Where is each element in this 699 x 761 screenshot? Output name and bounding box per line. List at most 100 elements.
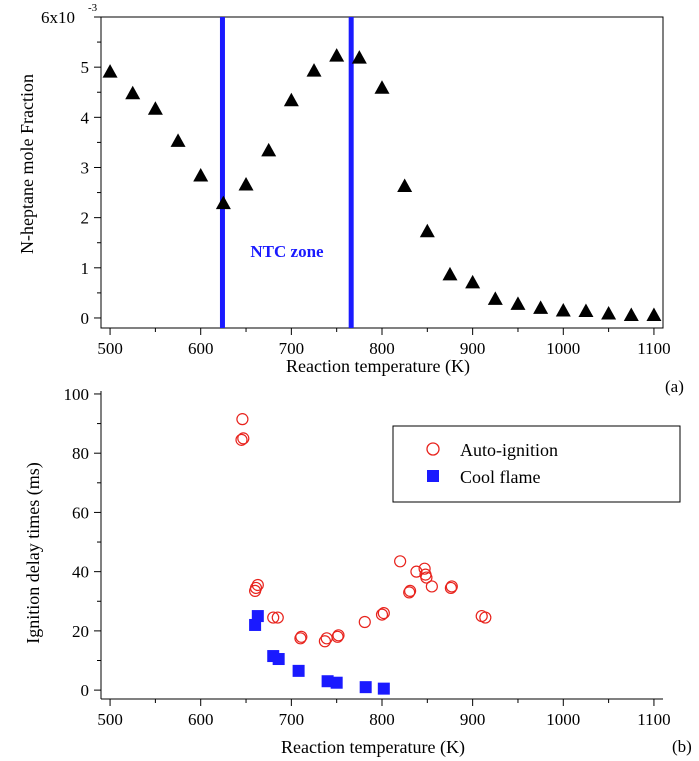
auto-ignition-point (404, 584, 417, 598)
panel-a-y-tick-label: 3 (81, 158, 90, 177)
auto-ignition-point (320, 632, 333, 645)
panel-a-chart: 500 600 700 800 900 1000 1100 0 1 2 3 4 5 6x10 -3 NTC … (17, 2, 684, 396)
auto-ignition-point (249, 581, 263, 595)
triangle-data-point (283, 92, 299, 107)
triangle-data-point (147, 101, 163, 115)
triangle-data-point (397, 178, 413, 193)
legend-cool-flame-marker (427, 470, 439, 482)
legend-box (392, 425, 681, 503)
triangle-data-point (215, 195, 231, 210)
auto-ignition-point (445, 580, 458, 593)
panel-a-x-tick-label: 900 (460, 339, 486, 358)
triangle-data-point (238, 177, 254, 191)
triangle-data-point (102, 64, 118, 78)
panel-b-y-tick-label: 0 (81, 681, 90, 700)
auto-ignition-point (418, 562, 431, 575)
panel-a-x-axis-title: Reaction temperature (K) (286, 356, 470, 377)
cool-flame-point (272, 653, 285, 666)
legend-cool-flame-label: Cool flame (460, 467, 540, 487)
panel-b-x-tick-label: 900 (460, 710, 486, 729)
cool-flame-point (321, 675, 334, 688)
triangle-data-point (510, 296, 526, 310)
triangle-data-point (465, 274, 481, 289)
cool-flame-point (292, 664, 305, 677)
triangle-data-point (419, 223, 435, 238)
panel-b-y-tick-label: 60 (72, 503, 89, 522)
auto-ignition-point (425, 580, 438, 593)
auto-ignition-point (318, 635, 331, 648)
triangle-data-point (442, 266, 458, 281)
auto-ignition-point (479, 611, 492, 624)
panel-a-y-exponent: -3 (88, 2, 98, 14)
panel-a-y-tick-label: 0 (81, 309, 90, 328)
triangle-data-point (533, 300, 549, 314)
panel-b-y-tick-label: 40 (72, 563, 89, 582)
triangle-data-point (351, 50, 367, 64)
auto-ignition-point (235, 433, 248, 446)
panel-a-x-tick-label: 1000 (546, 339, 580, 358)
auto-ignition-point (331, 630, 344, 643)
auto-ignition-point (420, 571, 433, 584)
triangle-data-point (170, 133, 186, 147)
auto-ignition-point (403, 586, 416, 599)
panel-a-y-tick-label: 6x10 (41, 8, 75, 27)
panel-b-data-points (235, 413, 492, 695)
triangle-data-point (555, 302, 571, 317)
panel-b-x-tick-label: 800 (369, 710, 395, 729)
auto-ignition-point (332, 629, 345, 642)
triangle-data-point (329, 48, 345, 62)
triangle-data-point (125, 85, 141, 100)
auto-ignition-point (251, 578, 264, 592)
legend-auto-ignition-label: Auto-ignition (460, 440, 558, 460)
panel-b-x-tick-label: 500 (97, 710, 123, 729)
panel-a-x-tick-label: 1100 (637, 339, 670, 358)
panel-b-chart: 500 600 700 800 900 1000 1100 0 20 40 60 80 100 Auto… (23, 385, 692, 758)
triangle-data-point (193, 168, 209, 182)
panel-a-x-tick-label: 800 (369, 339, 395, 358)
panel-b-x-tick-label: 1000 (546, 710, 580, 729)
auto-ignition-point (295, 630, 308, 643)
triangle-data-point (578, 303, 594, 317)
auto-ignition-point (377, 607, 390, 620)
cool-flame-point (330, 676, 343, 689)
triangle-data-point (374, 80, 390, 94)
panel-a-y-axis-title: N-heptane mole Fraction (17, 74, 37, 254)
panel-a-plot-area (100, 16, 664, 329)
auto-ignition-point (410, 565, 423, 578)
panel-a-label: (a) (665, 377, 684, 396)
panel-a-ticks: 500 600 700 800 900 1000 1100 0 1 2 3 4 5 6x10 -3 (41, 2, 671, 358)
panel-b-y-axis-title: Ignition delay times (ms) (23, 462, 44, 643)
panel-a-axes-frame (100, 16, 664, 329)
triangle-data-point (623, 307, 639, 321)
cool-flame-point (251, 610, 264, 623)
panel-b-x-tick-label: 700 (279, 710, 305, 729)
panel-b-label: (b) (672, 737, 692, 756)
panel-b-x-tick-label: 1100 (637, 710, 670, 729)
triangle-data-point (306, 63, 322, 77)
auto-ignition-point (267, 611, 280, 624)
auto-ignition-point (294, 632, 307, 645)
triangle-data-point (646, 307, 662, 321)
cool-flame-point (359, 681, 372, 694)
panel-b-y-tick-label: 80 (72, 444, 89, 463)
panel-a-y-tick-label: 1 (81, 259, 90, 278)
panel-a-ntc-boundaries (219, 17, 354, 328)
panel-b-ticks: 500 600 700 800 900 1000 1100 0 20 40 60 80 100 (64, 385, 671, 729)
panel-a-y-tick-label: 5 (81, 58, 90, 77)
auto-ignition-point (358, 615, 371, 629)
panel-a-x-tick-label: 600 (188, 339, 214, 358)
auto-ignition-point (444, 581, 457, 595)
auto-ignition-point (394, 555, 407, 568)
triangle-data-point (601, 305, 617, 320)
panel-a-y-tick-label: 2 (81, 209, 90, 228)
panel-a-y-tick-label: 4 (81, 108, 90, 127)
panel-b-x-tick-label: 600 (188, 710, 214, 729)
auto-ignition-point (237, 432, 250, 445)
panel-b-y-tick-label: 100 (64, 385, 90, 404)
panel-b-legend: Auto-ignition Cool flame (392, 425, 681, 503)
panel-a-data-points (102, 48, 662, 321)
panel-b-y-tick-label: 20 (72, 622, 89, 641)
panel-b-x-axis-title: Reaction temperature (K) (281, 737, 465, 758)
cool-flame-point (377, 682, 390, 695)
